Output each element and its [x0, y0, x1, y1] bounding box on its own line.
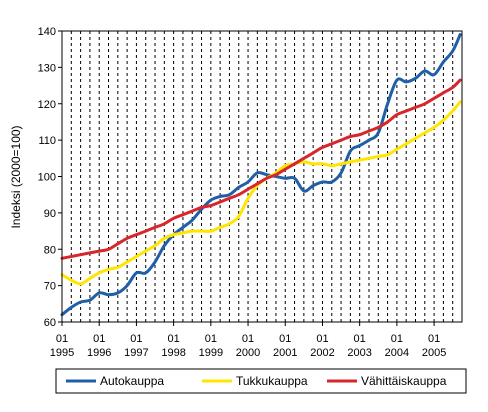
x-tick-month-label: 01	[391, 333, 403, 345]
y-axis-title: Indeksi (2000=100)	[9, 125, 23, 228]
x-tick-month-label: 01	[56, 333, 68, 345]
x-tick-month-label: 01	[279, 333, 291, 345]
x-tick-month-label: 01	[130, 333, 142, 345]
x-tick-month-label: 01	[168, 333, 180, 345]
y-tick-label: 110	[38, 135, 56, 147]
series-lines	[60, 33, 462, 317]
x-tick-year-label: 1995	[50, 347, 74, 359]
x-tick-month-label: 01	[93, 333, 105, 345]
y-tick-label: 90	[44, 208, 56, 220]
y-tick-label: 80	[44, 244, 56, 256]
series-line-autokauppa	[60, 33, 462, 317]
legend-label: Vähittäiskauppa	[361, 374, 447, 388]
legend-label: Tukkukauppa	[236, 374, 308, 388]
x-tick-year-label: 2001	[273, 347, 297, 359]
x-tick-month-label: 01	[316, 333, 328, 345]
series-line-vähittäiskauppa	[60, 78, 462, 260]
x-tick-month-label: 01	[428, 333, 440, 345]
x-tick-year-label: 2000	[236, 347, 260, 359]
y-tick-label: 100	[38, 172, 56, 184]
x-axis-ticks: 01 1995 01 1996 01 1997 01 1998 01 1999 01 2000 01 20…	[50, 322, 446, 359]
x-tick-year-label: 2002	[310, 347, 334, 359]
y-tick-label: 120	[38, 99, 56, 111]
y-tick-label: 60	[44, 317, 56, 329]
x-tick-year-label: 1997	[124, 347, 148, 359]
y-tick-label: 140	[38, 26, 56, 38]
plot-border	[61, 30, 463, 323]
y-axis-ticks: 60 70 80 90 100 110 120 130 140	[38, 26, 62, 329]
x-tick-year-label: 1999	[199, 347, 223, 359]
x-tick-year-label: 1996	[87, 347, 111, 359]
x-tick-month-label: 01	[242, 333, 254, 345]
x-tick-year-label: 1998	[161, 347, 185, 359]
vertical-grid-lines	[70, 31, 454, 322]
x-tick-month-label: 01	[354, 333, 366, 345]
y-tick-label: 70	[44, 281, 56, 293]
x-tick-year-label: 2005	[422, 347, 446, 359]
x-tick-year-label: 2003	[347, 347, 371, 359]
legend: Autokauppa Tukkukauppa Vähittäiskauppa	[66, 374, 447, 388]
y-tick-label: 130	[38, 62, 56, 74]
legend-label: Autokauppa	[100, 374, 164, 388]
x-tick-month-label: 01	[205, 333, 217, 345]
legend-box	[55, 368, 467, 394]
x-tick-year-label: 2004	[385, 347, 409, 359]
